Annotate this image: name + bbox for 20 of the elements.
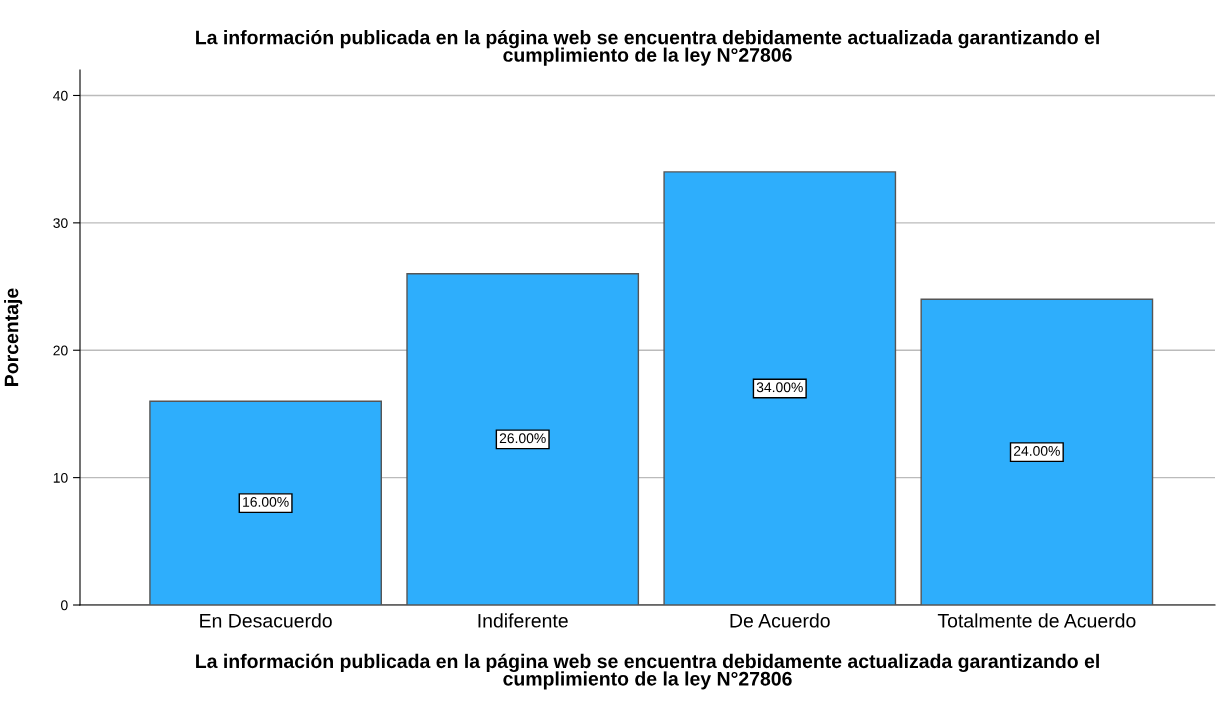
data-label: 34.00% xyxy=(756,382,803,393)
y-tick-label: 20 xyxy=(53,345,68,356)
data-label: 24.00% xyxy=(1013,446,1060,456)
bar xyxy=(406,273,640,605)
chart-title: La información publicada en la página web se encuentra debidamente actualizada garantizando el cumplimiento de la ley N°27806 xyxy=(196,29,1099,66)
bar xyxy=(920,298,1154,605)
bar xyxy=(663,171,897,605)
x-tick-label: Totalmente de Acuerdo xyxy=(937,613,1136,628)
bar xyxy=(149,400,382,605)
x-tick-label: En Desacuerdo xyxy=(200,613,332,628)
data-label: 16.00% xyxy=(243,496,289,507)
y-tick-label: 40 xyxy=(53,90,68,101)
y-tick-label: 10 xyxy=(53,472,68,483)
x-tick-label: Indiferente xyxy=(478,613,568,628)
y-axis-title: Porcentaje xyxy=(4,288,23,386)
data-label: 26.00% xyxy=(499,433,546,444)
x-axis-title: La información publicada en la página web se encuentra debidamente actualizada garantizando el cumplimiento de la ley N°27806 xyxy=(196,653,1099,690)
y-tick-label: 30 xyxy=(53,218,68,229)
x-tick-label: De Acuerdo xyxy=(730,613,830,628)
y-tick-label: 0 xyxy=(61,600,68,611)
